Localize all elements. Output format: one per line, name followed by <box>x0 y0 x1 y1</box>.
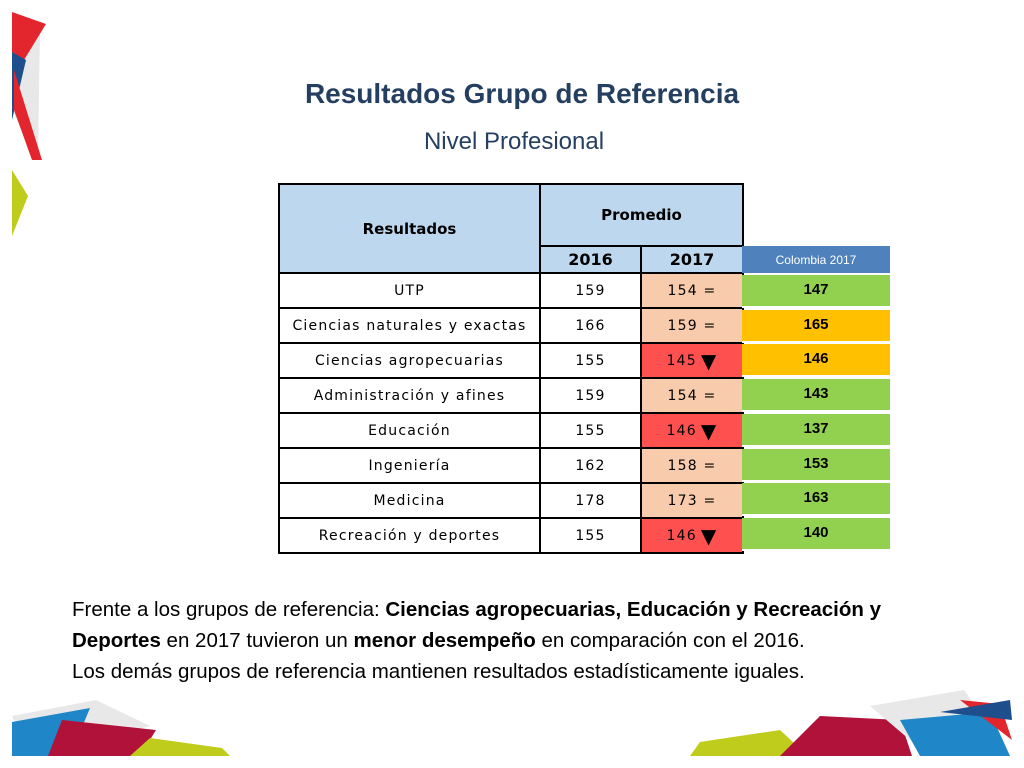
row-category: UTP <box>278 272 541 309</box>
table-row: Ciencias agropecuarias 155 145 ▼ <box>278 342 744 379</box>
page-title: Resultados Grupo de Referencia <box>304 78 740 109</box>
colombia-value: 153 <box>742 449 890 482</box>
summary-emphasis-performance: menor desempeño <box>353 629 536 652</box>
colombia-value: 147 <box>742 275 890 308</box>
row-value-2017: 145 ▼ <box>640 342 744 379</box>
summary-text-part: Frente a los grupos de referencia: <box>72 598 386 621</box>
row-value-2016: 155 <box>539 412 642 449</box>
value-2017-text: 145 <box>666 352 697 369</box>
row-value-2016: 159 <box>539 272 642 309</box>
header-resultados: Resultados <box>278 183 541 274</box>
row-value-2017: 154 = <box>640 272 744 309</box>
table-row: Ciencias naturales y exactas 166 159 = <box>278 307 744 344</box>
summary-text-part: en 2017 tuvieron un <box>160 629 354 652</box>
row-value-2017: 154 = <box>640 377 744 414</box>
row-category: Ingeniería <box>278 447 541 484</box>
page-subtitle: Nivel Profesional <box>423 128 605 155</box>
down-arrow-icon: ▼ <box>700 348 718 373</box>
row-value-2016: 155 <box>539 342 642 379</box>
row-value-2016: 159 <box>539 377 642 414</box>
colombia-value: 143 <box>742 379 890 412</box>
colombia-value: 140 <box>742 518 890 551</box>
row-category: Administración y afines <box>278 377 541 414</box>
table-row: Ingeniería 162 158 = <box>278 447 744 484</box>
row-value-2016: 178 <box>539 482 642 519</box>
table-row: Medicina 178 173 = <box>278 482 744 519</box>
row-value-2016: 162 <box>539 447 642 484</box>
colombia-value: 165 <box>742 310 890 343</box>
value-2017-text: 173 = <box>667 492 717 509</box>
table-row: Administración y afines 159 154 = <box>278 377 744 414</box>
summary-emphasis-groups: Ciencias agropecuarias, Educación y Recr… <box>72 598 882 652</box>
table-row: UTP 159 154 = <box>278 272 744 309</box>
row-value-2017: 146 ▼ <box>640 412 744 449</box>
summary-second-line: Los demás grupos de referencia mantienen… <box>72 660 805 683</box>
header-year-2016: 2016 <box>539 245 642 274</box>
row-value-2017: 146 ▼ <box>640 517 744 554</box>
colombia-2017-header: Colombia 2017 <box>742 246 890 273</box>
value-2017-text: 158 = <box>667 457 717 474</box>
colombia-value: 163 <box>742 483 890 516</box>
value-2017-text: 154 = <box>667 282 717 299</box>
summary-text: Frente a los grupos de referencia: Cienc… <box>72 594 972 687</box>
value-2017-text: 159 = <box>667 317 717 334</box>
row-category: Ciencias agropecuarias <box>278 342 541 379</box>
summary-text-part: en comparación con el 2016. <box>535 629 805 652</box>
row-value-2017: 158 = <box>640 447 744 484</box>
row-value-2017: 159 = <box>640 307 744 344</box>
row-value-2016: 155 <box>539 517 642 554</box>
down-arrow-icon: ▼ <box>700 418 718 443</box>
row-category: Recreación y deportes <box>278 517 541 554</box>
row-category: Medicina <box>278 482 541 519</box>
row-value-2016: 166 <box>539 307 642 344</box>
down-arrow-icon: ▼ <box>700 523 718 548</box>
value-2017-text: 146 <box>666 527 697 544</box>
table-row: Educación 155 146 ▼ <box>278 412 744 449</box>
header-year-2017: 2017 <box>640 245 744 274</box>
colombia-value: 137 <box>742 414 890 447</box>
row-category: Educación <box>278 412 541 449</box>
value-2017-text: 154 = <box>667 387 717 404</box>
table-row: Recreación y deportes 155 146 ▼ <box>278 517 744 554</box>
row-value-2017: 173 = <box>640 482 744 519</box>
row-category: Ciencias naturales y exactas <box>278 307 541 344</box>
header-promedio: Promedio <box>539 183 744 247</box>
results-table: Resultados Promedio 2016 2017 UTP 159 15… <box>278 183 744 554</box>
colombia-value: 146 <box>742 344 890 377</box>
value-2017-text: 146 <box>666 422 697 439</box>
